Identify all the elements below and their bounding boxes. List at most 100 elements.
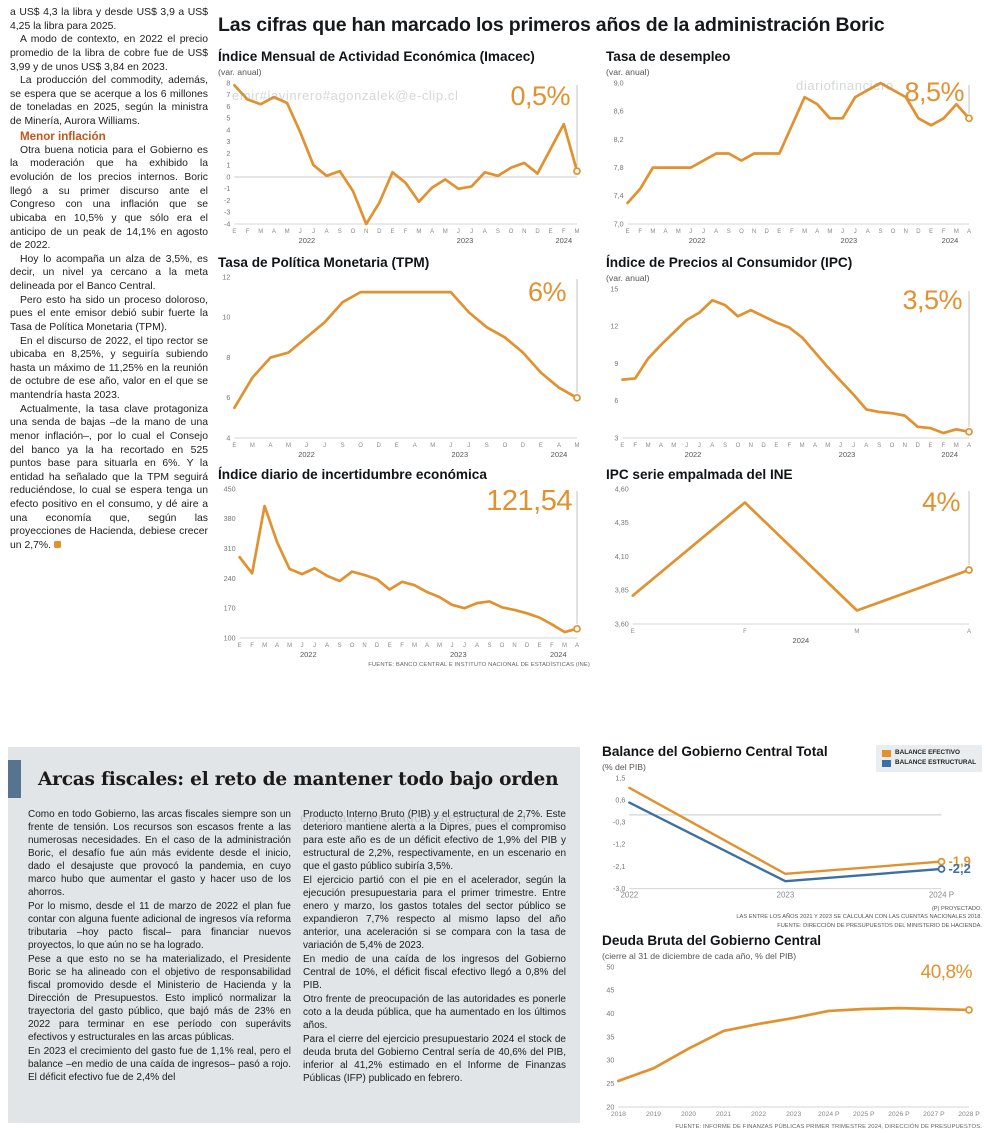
svg-text:F: F [246, 229, 250, 235]
svg-text:5: 5 [226, 114, 230, 123]
svg-text:A: A [325, 229, 329, 235]
chart-imacec: Índice Mensual de Actividad Económica (I… [218, 49, 590, 246]
ipc-plot-area: 15 12 9 6 3 E F M A M J J A S O N D E F M A M J J A S O N D E F M A 2022 2… [606, 283, 982, 460]
svg-text:S: S [723, 443, 727, 449]
svg-text:2027 P: 2027 P [923, 1111, 945, 1118]
svg-text:F: F [790, 229, 794, 235]
svg-text:A: A [325, 643, 329, 649]
svg-text:F: F [743, 629, 747, 635]
balance-legend: BALANCE EFECTIVO BALANCE ESTRUCTURAL [876, 745, 982, 772]
svg-text:2026 P: 2026 P [888, 1111, 910, 1118]
chart-ipc: Índice de Precios al Consumidor (IPC) (v… [606, 255, 982, 460]
svg-text:9: 9 [614, 359, 618, 368]
svg-text:10: 10 [222, 313, 230, 322]
svg-text:2022: 2022 [685, 450, 702, 459]
svg-text:A: A [268, 443, 272, 449]
chart-title: Balance del Gobierno Central Total [602, 744, 828, 759]
svg-text:240: 240 [224, 574, 236, 583]
svg-text:M: M [562, 643, 567, 649]
svg-text:2022: 2022 [620, 891, 638, 900]
desempleo-latest-value: 8,5% [904, 76, 964, 107]
svg-text:8,2: 8,2 [614, 135, 624, 144]
balance-notes: (P) PROYECTADO. LAS ENTRE LOS AÑOS 2021 … [602, 905, 982, 931]
svg-text:6: 6 [614, 396, 618, 405]
svg-text:2022: 2022 [689, 236, 706, 245]
svg-text:A: A [430, 229, 434, 235]
ipc-empalmada-plot-area: 4,60 4,35 4,10 3,85 3,60 E F M A 2024 4% [606, 483, 982, 646]
fiscal-columns: Como en todo Gobierno, las arcas fiscale… [8, 804, 580, 1086]
svg-text:S: S [487, 643, 491, 649]
paragraph: El ejercicio partió con el pie en el ace… [303, 875, 566, 951]
chart-ipc-empalmada: IPC serie empalmada del INE 4,60 4,35 4,10… [606, 467, 982, 646]
svg-text:D: D [521, 443, 526, 449]
chart-source: FUENTE: INFORME DE FINANZAS PÚBLICAS PRI… [675, 1124, 982, 1130]
svg-text:M: M [443, 229, 448, 235]
svg-text:A: A [967, 229, 971, 235]
svg-text:2023: 2023 [777, 891, 795, 900]
deuda-latest-value: 40,8% [920, 961, 973, 983]
incertidumbre-latest-value: 121,54 [486, 484, 572, 517]
svg-text:M: M [416, 229, 421, 235]
svg-text:-3: -3 [224, 208, 230, 217]
svg-text:A: A [710, 443, 714, 449]
chart-incertidumbre: Índice diario de incertidumbre económica… [218, 467, 590, 668]
svg-text:S: S [485, 443, 489, 449]
svg-text:E: E [929, 229, 933, 235]
svg-text:2023: 2023 [457, 236, 474, 245]
desempleo-line-chart: 9,08,68,27,87,47,0E F M A M J J A S O N D E F M A M J J A S O… [614, 78, 973, 245]
fiscal-header: Arcas fiscales: el reto de mantener todo… [8, 760, 562, 798]
svg-text:40: 40 [606, 1009, 614, 1018]
svg-text:M: M [250, 443, 255, 449]
chart-title: Índice Mensual de Actividad Económica (I… [218, 49, 535, 64]
chart-title: Índice diario de incertidumbre económica [218, 467, 487, 482]
svg-text:E: E [232, 229, 236, 235]
svg-text:J: J [689, 229, 692, 235]
paragraph: a US$ 4,3 la libra y desde US$ 3,9 a US$… [10, 7, 208, 32]
svg-text:M: M [412, 643, 417, 649]
svg-text:-1: -1 [224, 184, 230, 193]
svg-text:F: F [787, 443, 791, 449]
svg-text:E: E [631, 629, 635, 635]
paragraph: La producción del commodity, además, se … [10, 75, 208, 127]
svg-text:2023: 2023 [839, 450, 856, 459]
svg-text:-2,1: -2,1 [613, 863, 625, 871]
svg-text:N: N [903, 443, 907, 449]
svg-text:M: M [285, 229, 290, 235]
ipc-empalmada-line-chart: 4,60 4,35 4,10 3,85 3,60E F M A 2024 [615, 484, 973, 645]
svg-text:1: 1 [226, 161, 230, 170]
svg-text:S: S [727, 229, 731, 235]
chart-balance: Balance del Gobierno Central Total (% de… [602, 744, 982, 931]
svg-text:20: 20 [606, 1102, 614, 1111]
svg-text:M: M [262, 643, 267, 649]
svg-text:O: O [350, 643, 355, 649]
svg-text:M: M [954, 229, 959, 235]
imacec-plot-area: 8 7 6 5 4 3 2 1 0 -1 -2 -3 -4 E F M A M J J A S O N D E F M A M J J A S O N… [218, 77, 590, 246]
svg-text:O: O [358, 443, 363, 449]
svg-text:-4: -4 [224, 219, 230, 228]
svg-text:M: M [258, 229, 263, 235]
chart-desempleo: Tasa de desempleo (var. anual) 9,0 8,6 8,2… [606, 49, 982, 246]
svg-text:O: O [890, 443, 895, 449]
deuda-plot-area: 50 45 40 35 30 25 20 2018 2019 2020 2021 2022 2023 20… [602, 961, 982, 1122]
section-subhead: Menor inflación [20, 129, 106, 143]
svg-text:D: D [765, 229, 770, 235]
svg-text:E: E [390, 229, 394, 235]
svg-text:E: E [539, 443, 543, 449]
svg-text:M: M [800, 443, 805, 449]
svg-text:N: N [364, 229, 368, 235]
svg-text:A: A [275, 643, 279, 649]
svg-text:F: F [250, 643, 254, 649]
svg-text:M: M [854, 629, 859, 635]
svg-text:D: D [535, 229, 540, 235]
svg-text:J: J [305, 443, 308, 449]
svg-text:45: 45 [606, 986, 614, 995]
svg-text:F: F [400, 643, 404, 649]
svg-text:M: M [646, 443, 651, 449]
svg-text:A: A [483, 229, 487, 235]
svg-text:2018: 2018 [611, 1111, 626, 1118]
svg-text:N: N [752, 229, 756, 235]
